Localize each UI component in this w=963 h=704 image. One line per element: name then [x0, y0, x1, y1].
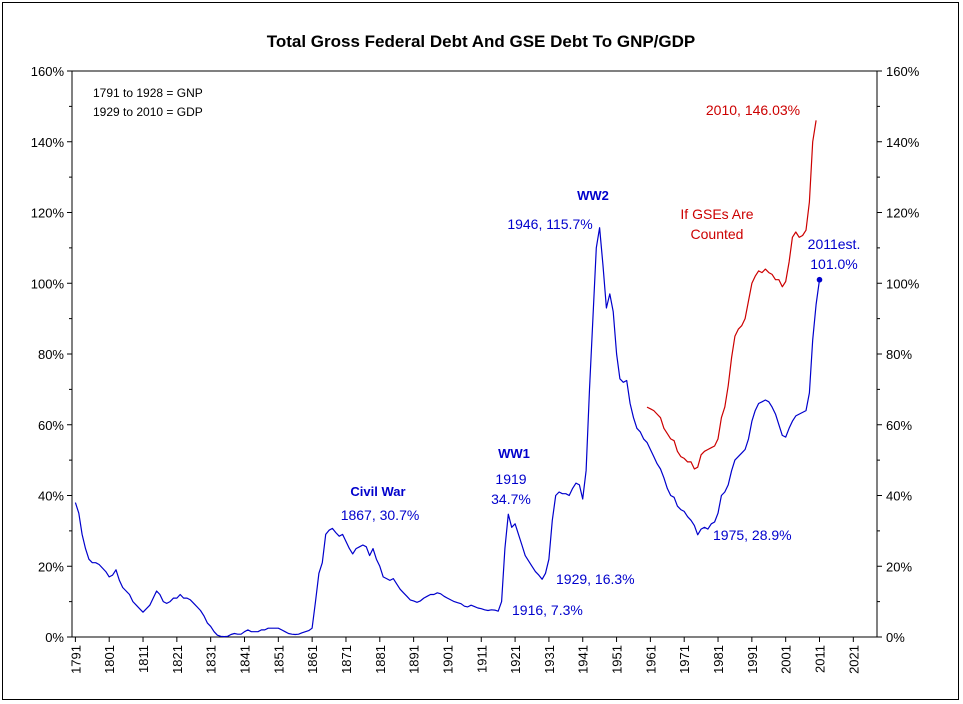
x-tick-label: 2021	[846, 645, 861, 674]
x-tick-label: 1871	[339, 645, 354, 674]
y-tick-label-right: 120%	[886, 206, 920, 221]
y-tick-label-right: 140%	[886, 135, 920, 150]
y-tick-label-right: 20%	[886, 559, 912, 574]
note-gnp: 1791 to 1928 = GNP	[93, 86, 203, 100]
y-tick-label-right: 160%	[886, 64, 920, 79]
x-tick-label: 1841	[238, 645, 253, 674]
x-tick-label: 1791	[68, 645, 83, 674]
plot-axes: 0% 0% 20% 20% 40% 40% 60% 60% 80% 80% 100% 100% 120%…	[31, 64, 920, 674]
y-tick-label-left: 100%	[31, 276, 65, 291]
annotation-est-2011: 101.0%	[810, 256, 857, 272]
annotation-low-1929: 1929, 16.3%	[556, 571, 635, 587]
annotation-ww1: WW1	[498, 446, 530, 461]
x-tick-label: 1981	[711, 645, 726, 674]
x-tick-label: 2011	[813, 645, 828, 673]
y-tick-label-left: 40%	[38, 489, 64, 504]
annotation-red-2010: 2010, 146.03%	[706, 102, 800, 118]
x-tick-label: 1811	[136, 645, 151, 673]
x-tick-label: 1821	[170, 645, 185, 674]
annotation-est-2011: 2011est.	[808, 236, 861, 252]
annotation-low-1916: 1916, 7.3%	[512, 602, 583, 618]
x-tick-label: 1861	[305, 645, 320, 674]
annotation-peak-1946: 1946, 115.7%	[507, 216, 592, 232]
series-federal-debt	[74, 227, 821, 638]
x-tick-label: 2001	[779, 645, 794, 674]
series-gse-debt	[646, 120, 817, 470]
x-tick-label: 1831	[204, 645, 219, 674]
y-tick-label-left: 120%	[31, 206, 65, 221]
y-tick-label-left: 60%	[38, 418, 64, 433]
annotation-civil-war-value: 1867, 30.7%	[341, 507, 420, 523]
x-tick-label: 1961	[643, 645, 658, 674]
x-tick-label: 1941	[576, 645, 591, 674]
y-tick-label-right: 40%	[886, 489, 912, 504]
y-tick-label-right: 80%	[886, 347, 912, 362]
y-tick-label-left: 80%	[38, 347, 64, 362]
x-tick-label: 1801	[102, 645, 117, 674]
plot-area	[71, 70, 878, 638]
chart-title: Total Gross Federal Debt And GSE Debt To…	[267, 32, 696, 51]
chart-notes: 1791 to 1928 = GNP 1929 to 2010 = GDP	[93, 86, 203, 119]
x-tick-label: 1991	[745, 645, 760, 674]
annotation-low-1975: 1975, 28.9%	[713, 527, 792, 543]
x-tick-label: 1881	[373, 645, 388, 674]
x-tick-label: 1911	[474, 645, 489, 673]
annotation-gse: Counted	[691, 226, 744, 242]
annotation-civil-war: Civil War	[350, 484, 405, 499]
x-tick-label: 1931	[542, 645, 557, 674]
y-tick-label-left: 20%	[38, 559, 64, 574]
y-tick-label-left: 0%	[45, 630, 64, 645]
annotation-layer: 2010, 146.03% If GSEs Are Counted WW2 1946, …	[341, 102, 861, 618]
x-tick-label: 1921	[508, 645, 523, 674]
annotation-ww1-value: 34.7%	[491, 491, 531, 507]
series-layer	[74, 120, 823, 638]
y-tick-label-right: 0%	[886, 630, 905, 645]
annotation-ww1-value: 1919	[495, 471, 526, 487]
y-tick-label-left: 160%	[31, 64, 65, 79]
note-gdp: 1929 to 2010 = GDP	[93, 105, 203, 119]
x-tick-label: 1971	[677, 645, 692, 674]
x-tick-label: 1901	[440, 645, 455, 674]
x-tick-label: 1851	[271, 645, 286, 674]
y-tick-label-left: 140%	[31, 135, 65, 150]
y-tick-label-right: 100%	[886, 276, 920, 291]
x-tick-label: 1891	[407, 645, 422, 674]
y-tick-label-right: 60%	[886, 418, 912, 433]
annotation-ww2: WW2	[577, 188, 609, 203]
annotation-gse: If GSEs Are	[680, 206, 753, 222]
marker-2011	[816, 276, 823, 283]
x-tick-label: 1951	[610, 645, 625, 674]
